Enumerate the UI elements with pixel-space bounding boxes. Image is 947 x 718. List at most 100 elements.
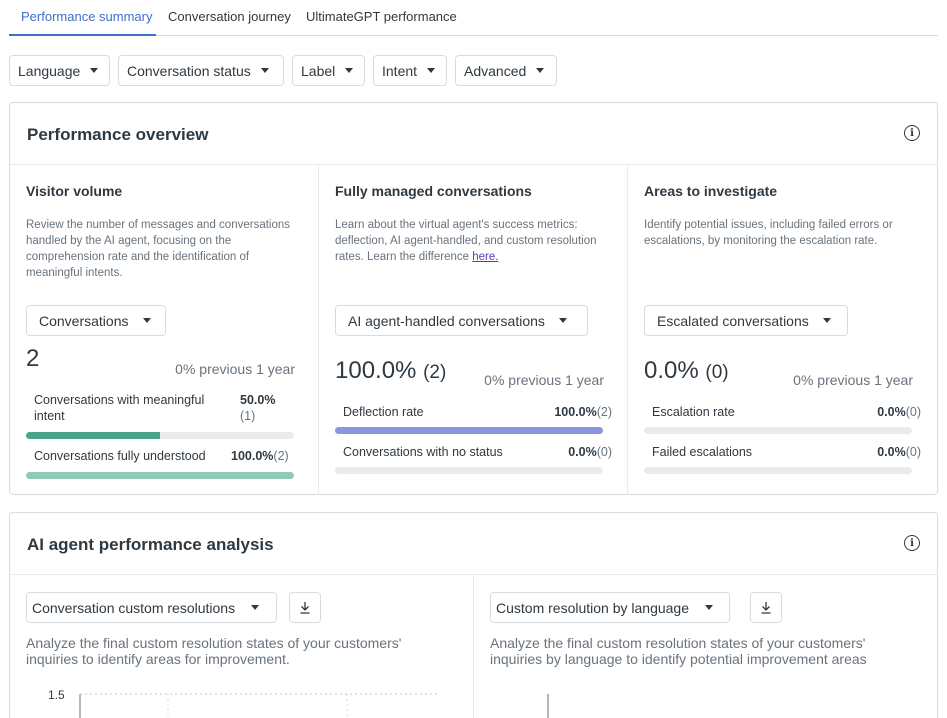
learn-more-link[interactable]: here. [472,251,499,263]
big-value-percent: 100.0% [335,357,417,384]
caret-down-icon [427,68,436,73]
caret-down-icon [558,318,567,323]
section-title: Fully managed conversations [335,183,532,199]
divider [627,164,628,495]
divider [473,574,474,718]
section-description: Learn about the virtual agent's success … [335,217,607,265]
metric-dropdown[interactable]: AI agent-handled conversations [335,305,588,336]
performance-overview-title: Performance overview [27,125,209,144]
section-description: Identify potential issues, including fai… [644,219,893,247]
progress-bar [644,427,912,434]
chart-axis [547,694,549,718]
metric-count-text: (2) [596,405,612,419]
previous-period: 0% previous 1 year [793,372,913,388]
metric-percent: 100.0% [231,449,274,463]
tab-bar: Performance summary Conversation journey… [9,0,938,36]
resolution-by-language-panel: Custom resolution by language Analyze th… [474,575,938,718]
metric-label: Conversations with meaningful intent [34,393,205,423]
progress-bar-fill [26,472,294,479]
chart-dropdown-label: Conversation custom resolutions [32,599,236,616]
progress-bar-fill [335,427,603,434]
big-value: 0.0% (0) [644,357,729,385]
progress-bar [644,467,912,474]
section-title: Areas to investigate [644,183,778,199]
metric-count-text: (0) [905,445,921,459]
download-button[interactable] [750,592,782,623]
filter-label-label: Label [301,62,336,79]
filter-label[interactable]: Label [292,55,365,86]
caret-down-icon [90,68,99,73]
metric-count-text: (2) [273,449,289,463]
chart-dropdown-label: Custom resolution by language [496,599,690,616]
metric-dropdown-label: Conversations [39,312,129,329]
previous-period: 0% previous 1 year [175,361,295,377]
areas-to-investigate-section: Areas to investigate Identify potential … [628,165,937,495]
download-icon [300,602,310,614]
metric-label: Escalation rate [652,405,735,419]
chart-dropdown[interactable]: Custom resolution by language [490,592,730,623]
metric-percent: 0.0% [568,445,597,459]
filter-intent[interactable]: Intent [373,55,447,86]
section-title: Visitor volume [26,183,123,199]
chart-dropdown[interactable]: Conversation custom resolutions [26,592,277,623]
custom-resolutions-panel: Conversation custom resolutions Analyze … [10,575,473,718]
divider [10,164,937,165]
progress-bar [26,432,294,439]
caret-down-icon [251,605,260,610]
big-value: 2 [26,345,40,372]
metric-dropdown[interactable]: Escalated conversations [644,305,848,336]
metric-count-text: (1) [240,409,256,423]
caret-down-icon [705,605,714,610]
filter-conversation-status-label: Conversation status [127,62,251,79]
caret-down-icon [142,318,151,323]
caret-down-icon [536,68,545,73]
tab-conversation-journey[interactable]: Conversation journey [168,9,291,24]
filter-advanced[interactable]: Advanced [455,55,557,86]
performance-overview-card: Performance overview i Visitor volume Re… [9,102,938,495]
progress-bar [335,427,603,434]
big-value: 100.0% (2) [335,357,446,385]
metric-value: 0.0%(0) [568,445,612,459]
chart-description: Analyze the final custom resolution stat… [26,635,402,667]
info-icon[interactable]: i [904,535,920,551]
tab-ultimategpt-performance[interactable]: UltimateGPT performance [306,9,457,24]
metric-count-text: (0) [596,445,612,459]
progress-bar-fill [26,432,160,439]
caret-down-icon [260,68,269,73]
filter-language-label: Language [18,62,81,79]
metric-dropdown[interactable]: Conversations [26,305,166,336]
metric-percent: 100.0% [554,405,597,419]
metric-percent: 0.0% [877,445,906,459]
filter-conversation-status[interactable]: Conversation status [118,55,284,86]
metric-value: 100.0%(2) [554,405,612,419]
filter-intent-label: Intent [382,62,418,79]
download-button[interactable] [289,592,321,623]
active-tab-indicator [9,34,156,36]
chart-grid [79,693,440,718]
visitor-volume-section: Visitor volume Review the number of mess… [10,165,319,495]
section-description: Review the number of messages and conver… [26,219,291,279]
metric-label: Failed escalations [652,445,753,459]
metric-value: 0.0%(0) [877,405,921,419]
performance-analysis-card: AI agent performance analysis i Conversa… [9,512,938,718]
download-icon [761,602,771,614]
big-value-count: (0) [705,362,729,383]
big-value-percent: 0.0% [644,357,699,384]
tab-performance-summary[interactable]: Performance summary [21,9,153,24]
divider [318,164,319,495]
caret-down-icon [345,68,354,73]
metric-percent: 50.0% [240,393,276,407]
info-icon[interactable]: i [904,125,920,141]
progress-bar [26,472,294,479]
metric-label: Deflection rate [343,405,424,419]
metric-dropdown-label: AI agent-handled conversations [348,312,545,329]
y-axis-tick: 1.5 [48,688,65,702]
metric-label: Conversations with no status [343,445,503,459]
metric-value: 0.0%(0) [877,445,921,459]
filter-language[interactable]: Language [9,55,110,86]
section-description-text: Learn about the virtual agent's success … [335,219,597,263]
big-value-count: (2) [423,362,447,383]
metric-label: Conversations fully understood [34,449,206,463]
metric-value: 100.0%(2) [231,449,289,463]
metric-value: 50.0% [240,393,275,407]
